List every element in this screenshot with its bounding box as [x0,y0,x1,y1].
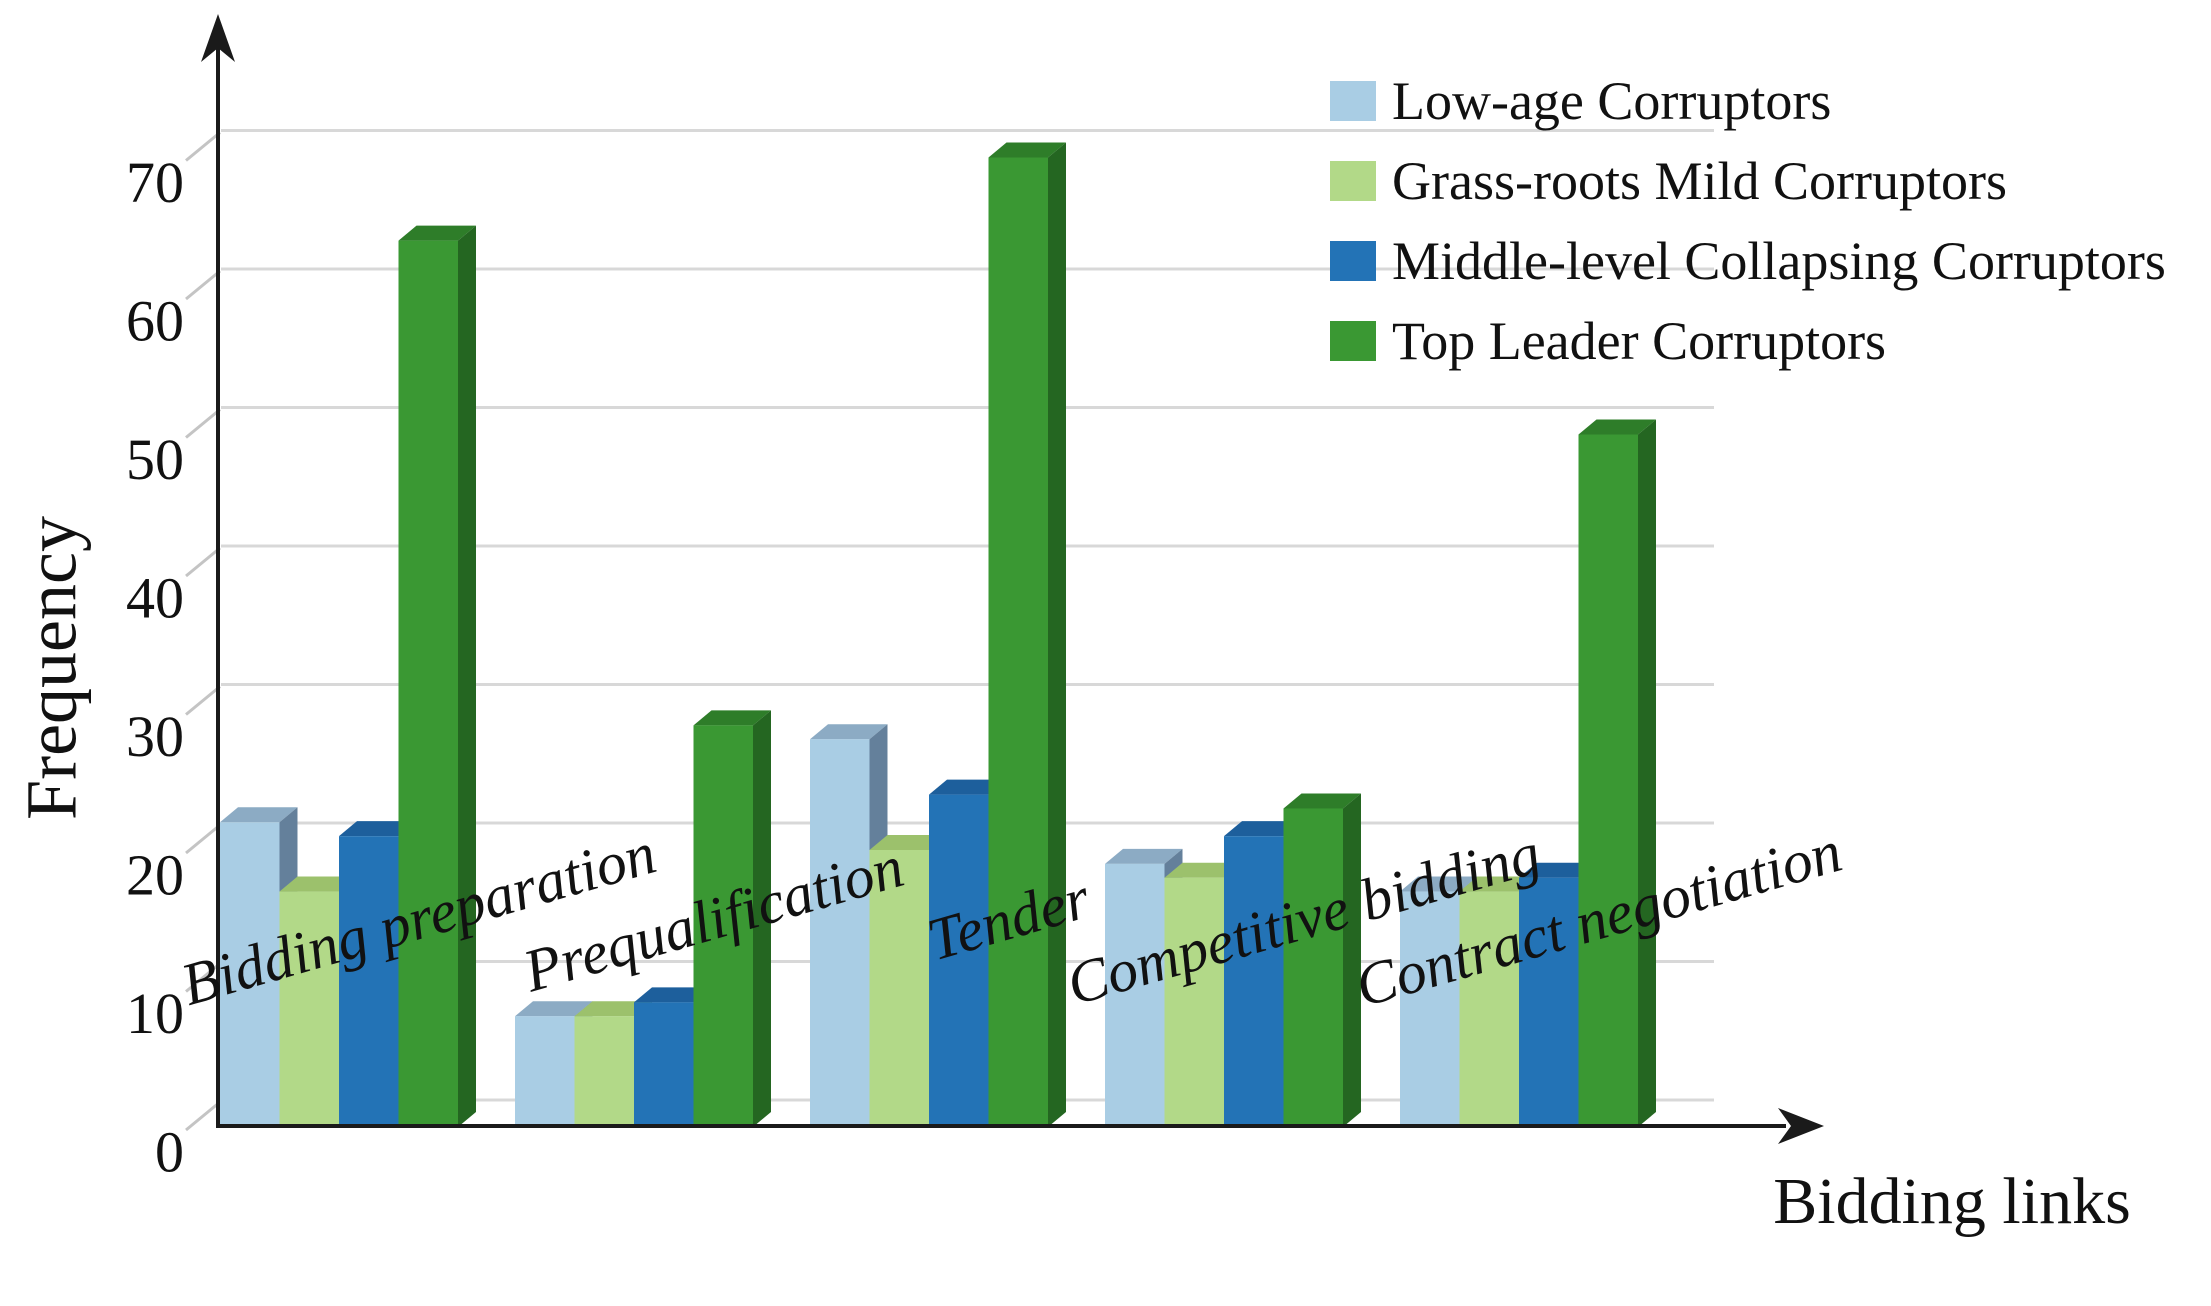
bar-s2-c2-top [929,779,1007,795]
y-tick-label-20: 20 [126,843,184,908]
legend-swatch-icon [1330,81,1376,121]
y-tick-label-60: 60 [126,289,184,354]
y-axis-title: Frequency [11,516,92,820]
y-tick-label-10: 10 [126,981,184,1046]
bar-s3-c0-front [398,240,458,1128]
bar-s2-c4-front [1519,877,1579,1127]
y-tick-label-70: 70 [126,150,184,215]
bar-s1-c0-front [279,891,339,1127]
bar-s1-c2-top [869,835,947,850]
bar-s0-c4-front [1400,891,1460,1127]
legend-label: Grass-roots Mild Corruptors [1392,151,2007,211]
bar-s2-c2-front [929,794,989,1127]
bar-s2-c3-top [1224,821,1302,837]
y-tick-10 [185,962,221,993]
x-axis-arrow [1778,1108,1824,1144]
legend-label: Top Leader Corruptors [1392,311,1887,371]
bar-s3-c3-side [1343,793,1361,1127]
legend-row-0: Low-age Corruptors [1330,70,2166,132]
y-tick-50 [185,408,221,439]
bar-s0-c0-top [220,807,298,823]
bar-s3-c2-top [988,142,1066,158]
y-tick-label-50: 50 [126,427,184,492]
bar-s1-c0-top [279,876,357,892]
legend-row-2: Middle-level Collapsing Corruptors [1330,230,2166,292]
y-tick-label-30: 30 [126,704,184,769]
bar-s2-c4-top [1519,862,1597,878]
bar-s3-c1-side [753,710,771,1127]
bar-s0-c2-top [810,724,888,740]
bar-s1-c1-top [574,1001,652,1017]
bar-s1-c4-front [1459,891,1519,1127]
bar-s2-c1-front [634,1002,694,1127]
y-tick-0 [185,1100,221,1132]
bar-s3-c4-front [1578,434,1638,1127]
legend-label: Middle-level Collapsing Corruptors [1392,231,2166,291]
bar-s1-c3-front [1164,877,1224,1127]
legend-swatch-icon [1330,321,1376,361]
bar-s3-c3-front [1283,808,1343,1127]
bar-s3-c2-side [1048,142,1066,1127]
legend-swatch-icon [1330,241,1376,281]
y-tick-label-40: 40 [126,566,184,631]
y-tick-70 [185,131,221,162]
y-tick-60 [185,269,221,301]
bar-s3-c0-side [458,225,476,1128]
legend-row-1: Grass-roots Mild Corruptors [1330,150,2166,212]
bar-s0-c1-top [515,1001,593,1017]
bar-s3-c2-front [988,157,1048,1127]
y-tick-20 [185,823,221,855]
bar-s1-c3-top [1164,862,1242,878]
bar-s0-c3-top [1105,848,1183,864]
bar-s3-c4-top [1578,419,1656,435]
bar-s2-c0-top [339,821,417,837]
legend: Low-age Corruptors Grass-roots Mild Corru… [1330,70,2166,390]
x-axis-title: Bidding links [1773,1165,2131,1238]
y-tick-30 [185,685,221,716]
bar-s1-c1-front [574,1016,634,1127]
bar-s1-c2-front [869,850,929,1127]
legend-label: Low-age Corruptors [1392,71,1832,131]
bar-s0-c2-front [810,739,870,1127]
legend-swatch-icon [1330,161,1376,201]
bar-s3-c3-top [1283,793,1361,809]
bar-s0-c4-top [1400,876,1478,892]
bar-s3-c0-top [398,225,476,241]
y-axis-arrow [201,14,235,62]
bar-s3-c1-front [693,725,753,1127]
bar-s3-c4-side [1638,419,1656,1127]
legend-row-3: Top Leader Corruptors [1330,310,2166,372]
bar-s0-c0-front [220,822,280,1127]
bar-s1-c4-top [1459,876,1537,892]
bar-s0-c1-front [515,1016,575,1127]
bar-s2-c3-front [1224,836,1284,1127]
bar-s0-c3-front [1105,863,1165,1127]
y-tick-label-0: 0 [155,1120,184,1185]
y-tick-40 [185,546,221,578]
bar-s2-c1-top [634,987,712,1003]
bar-s2-c0-front [339,836,399,1127]
bar-s3-c1-top [693,710,771,726]
